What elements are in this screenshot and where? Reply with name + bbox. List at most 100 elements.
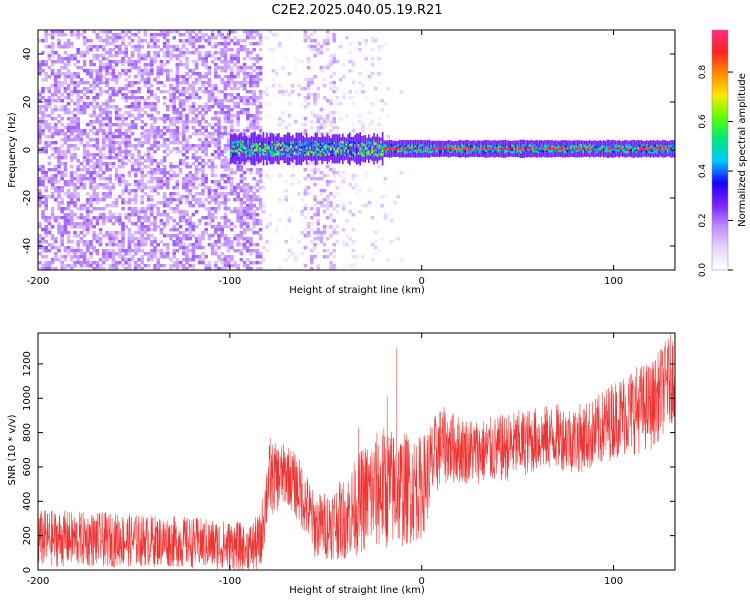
spectrogram-noise-cell [175, 69, 180, 73]
spectrogram-noise-cell [172, 30, 176, 34]
spectrogram-noise-cell [63, 63, 68, 67]
spectrogram-noise-cell [226, 255, 231, 259]
spectrogram-noise-cell [38, 60, 42, 64]
spectrogram-noise-cell [252, 225, 256, 229]
spectrogram-noise-cell [82, 93, 87, 97]
spectrogram-noise-cell [258, 186, 263, 190]
spectrogram-noise-cell [175, 81, 180, 85]
spectrogram-band-cell [286, 149, 289, 152]
spectrogram-noise-cell [70, 195, 74, 199]
spectrogram-noise-cell [146, 180, 151, 184]
spectrogram-noise-cell [351, 81, 356, 85]
spectrogram-noise-cell [351, 240, 356, 244]
spectrogram-noise-cell [57, 147, 61, 151]
spectrogram-band-cell [540, 150, 543, 153]
spectrogram-noise-cell [76, 36, 80, 40]
spectrogram-noise-cell [198, 246, 202, 250]
spectrogram-noise-cell [310, 39, 314, 43]
spectrogram-noise-cell [38, 150, 42, 154]
spectrogram-noise-cell [386, 204, 391, 208]
spectrogram-noise-cell [313, 231, 317, 235]
spectrogram-noise-cell [156, 129, 160, 133]
spectrogram-noise-cell [41, 213, 45, 217]
spectrogram-noise-cell [198, 147, 202, 151]
spectrogram-noise-cell [246, 258, 250, 262]
spectrogram-noise-cell [89, 198, 93, 202]
spectrogram-noise-cell [159, 222, 164, 226]
spectrogram-noise-cell [50, 246, 55, 250]
spectrogram-noise-cell [191, 30, 196, 34]
spectrogram-noise-cell [140, 135, 144, 139]
spectrogram-noise-cell [194, 150, 199, 154]
spectrogram-noise-cell [214, 180, 218, 184]
spectrogram-noise-cell [76, 225, 80, 229]
spectrogram-noise-cell [338, 78, 343, 82]
spectrogram-noise-cell [223, 213, 228, 217]
spectrogram-noise-cell [70, 183, 74, 187]
spectrogram-noise-cell [143, 78, 148, 82]
spectrogram-noise-cell [370, 72, 375, 76]
spectrogram-noise-cell [143, 231, 148, 235]
spectrogram-noise-cell [66, 135, 71, 139]
spectrogram-noise-cell [178, 51, 183, 55]
spectrogram-band-cell [485, 149, 487, 153]
spectrogram-noise-cell [249, 186, 253, 190]
spectrogram-noise-cell [143, 210, 148, 214]
spectrogram-noise-cell [182, 243, 186, 247]
spectrogram-band-cell [450, 145, 453, 148]
spectrogram-noise-cell [169, 45, 173, 49]
spectrogram-noise-cell [86, 171, 90, 175]
spectrogram-noise-cell [76, 159, 80, 163]
spectrogram-noise-cell [204, 222, 208, 226]
spectrogram-band-cell [499, 148, 501, 152]
spectrogram-band-cell [539, 150, 541, 153]
spectrogram-band-cell [368, 144, 370, 147]
spectrogram-noise-cell [262, 30, 266, 34]
spectrogram-band-cell [444, 144, 446, 147]
spectrogram-noise-cell [332, 255, 336, 259]
spectrogram-noise-cell [217, 258, 221, 262]
spectrogram-noise-cell [335, 231, 340, 235]
spectrogram-noise-cell [127, 234, 132, 238]
spectrogram-noise-cell [156, 168, 160, 172]
spectrogram-band-cell [506, 140, 508, 158]
spectrogram-noise-cell [50, 36, 55, 40]
spectrogram-noise-cell [57, 165, 61, 169]
spectrogram-band-cell [236, 136, 239, 162]
spectrogram-noise-cell [319, 240, 324, 244]
spectrogram-noise-cell [185, 252, 189, 256]
spectrogram-band-cell [293, 148, 296, 151]
spectrogram-noise-cell [236, 207, 240, 211]
spectrogram-noise-cell [242, 78, 247, 82]
spectrogram-noise-cell [73, 123, 77, 127]
spectrogram-noise-cell [57, 108, 61, 112]
spectrogram-noise-cell [44, 33, 48, 37]
spectrogram-noise-cell [358, 210, 362, 214]
spectrogram-noise-cell [41, 165, 45, 169]
spectrogram-noise-cell [89, 120, 93, 124]
spectrogram-noise-cell [226, 78, 231, 82]
spectrogram-noise-cell [95, 141, 100, 145]
spectrogram-noise-cell [262, 258, 266, 262]
spectrogram-band-peak [418, 147, 420, 150]
spectrogram-noise-cell [191, 60, 196, 64]
spectrogram-noise-cell [76, 123, 80, 127]
spectrogram-noise-cell [210, 189, 215, 193]
spectrogram-noise-cell [326, 120, 330, 124]
spectrogram-noise-cell [217, 225, 221, 229]
spectrogram-noise-cell [137, 39, 141, 43]
spectrogram-noise-cell [194, 225, 199, 229]
spectrogram-noise-cell [127, 60, 132, 64]
spectrogram-noise-cell [242, 96, 247, 100]
spectrogram-band-cell [290, 145, 292, 149]
spectrogram-noise-cell [210, 207, 215, 211]
spectrogram-noise-cell [70, 249, 74, 253]
spectrogram-noise-cell [57, 231, 61, 235]
spectrogram-noise-cell [198, 183, 202, 187]
spectrogram-noise-cell [76, 258, 80, 262]
spectrogram-noise-cell [82, 54, 87, 58]
spectrogram-band-cell [328, 153, 330, 156]
spectrogram-noise-cell [89, 138, 93, 142]
spectrogram-band-cell [354, 144, 356, 148]
spectrogram-noise-cell [242, 99, 247, 103]
